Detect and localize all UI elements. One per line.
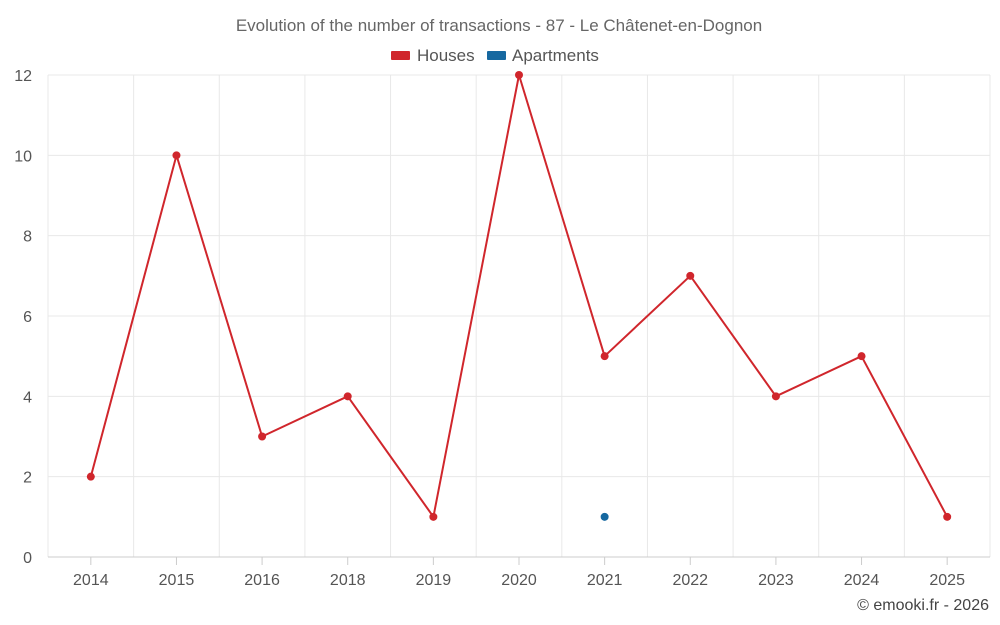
series-layer [86,71,952,521]
x-tick-label: 2014 [73,572,109,589]
y-tick-label: 4 [23,389,32,406]
data-point-houses-2021[interactable] [600,352,609,361]
data-point-houses-2022[interactable] [686,271,695,280]
legend: Houses Apartments [391,46,599,65]
x-tick-label: 2025 [929,572,965,589]
legend-swatch-apartments [487,51,506,60]
x-tick-label: 2015 [159,572,195,589]
legend-item-apartments[interactable]: Apartments [487,46,599,65]
chart-title: Evolution of the number of transactions … [236,16,762,35]
y-tick-label: 10 [14,148,32,165]
data-point-houses-2020[interactable] [515,71,523,79]
legend-item-houses[interactable]: Houses [391,46,475,65]
y-gridlines [48,74,990,478]
x-tick-label: 2023 [758,572,794,589]
data-point-houses-2014[interactable] [86,472,95,481]
y-tick-label: 6 [23,309,32,326]
data-point-houses-2018[interactable] [343,392,352,401]
x-tick-label: 2020 [501,572,537,589]
data-point-houses-2023[interactable] [771,392,780,401]
x-tick-label: 2024 [844,572,880,589]
x-tick-label: 2021 [587,572,623,589]
x-tick-label: 2016 [244,572,280,589]
x-tick-label: 2019 [416,572,452,589]
y-tick-label: 8 [23,229,32,246]
y-tick-label: 0 [23,550,32,567]
x-axis-ticks: 2014 2015 2016 2018 2019 2020 2021 2022 2023 2024… [73,557,965,589]
data-point-houses-2025[interactable] [943,512,952,521]
legend-label-houses: Houses [417,46,475,65]
data-point-houses-2019[interactable] [429,512,438,521]
x-tick-label: 2022 [672,572,708,589]
y-tick-label: 2 [23,470,32,487]
x-tick-label: 2018 [330,572,366,589]
y-tick-label: 12 [14,68,32,85]
data-point-houses-2015[interactable] [172,151,181,160]
credit-text: © emooki.fr - 2026 [857,597,989,614]
legend-label-apartments: Apartments [512,46,599,65]
data-point-houses-2016[interactable] [258,432,267,441]
legend-swatch-houses [391,51,410,60]
data-point-apartments-2021[interactable] [600,512,609,521]
data-point-houses-2024[interactable] [857,352,866,361]
y-axis-ticks: 0 2 4 6 8 10 12 [14,68,32,567]
